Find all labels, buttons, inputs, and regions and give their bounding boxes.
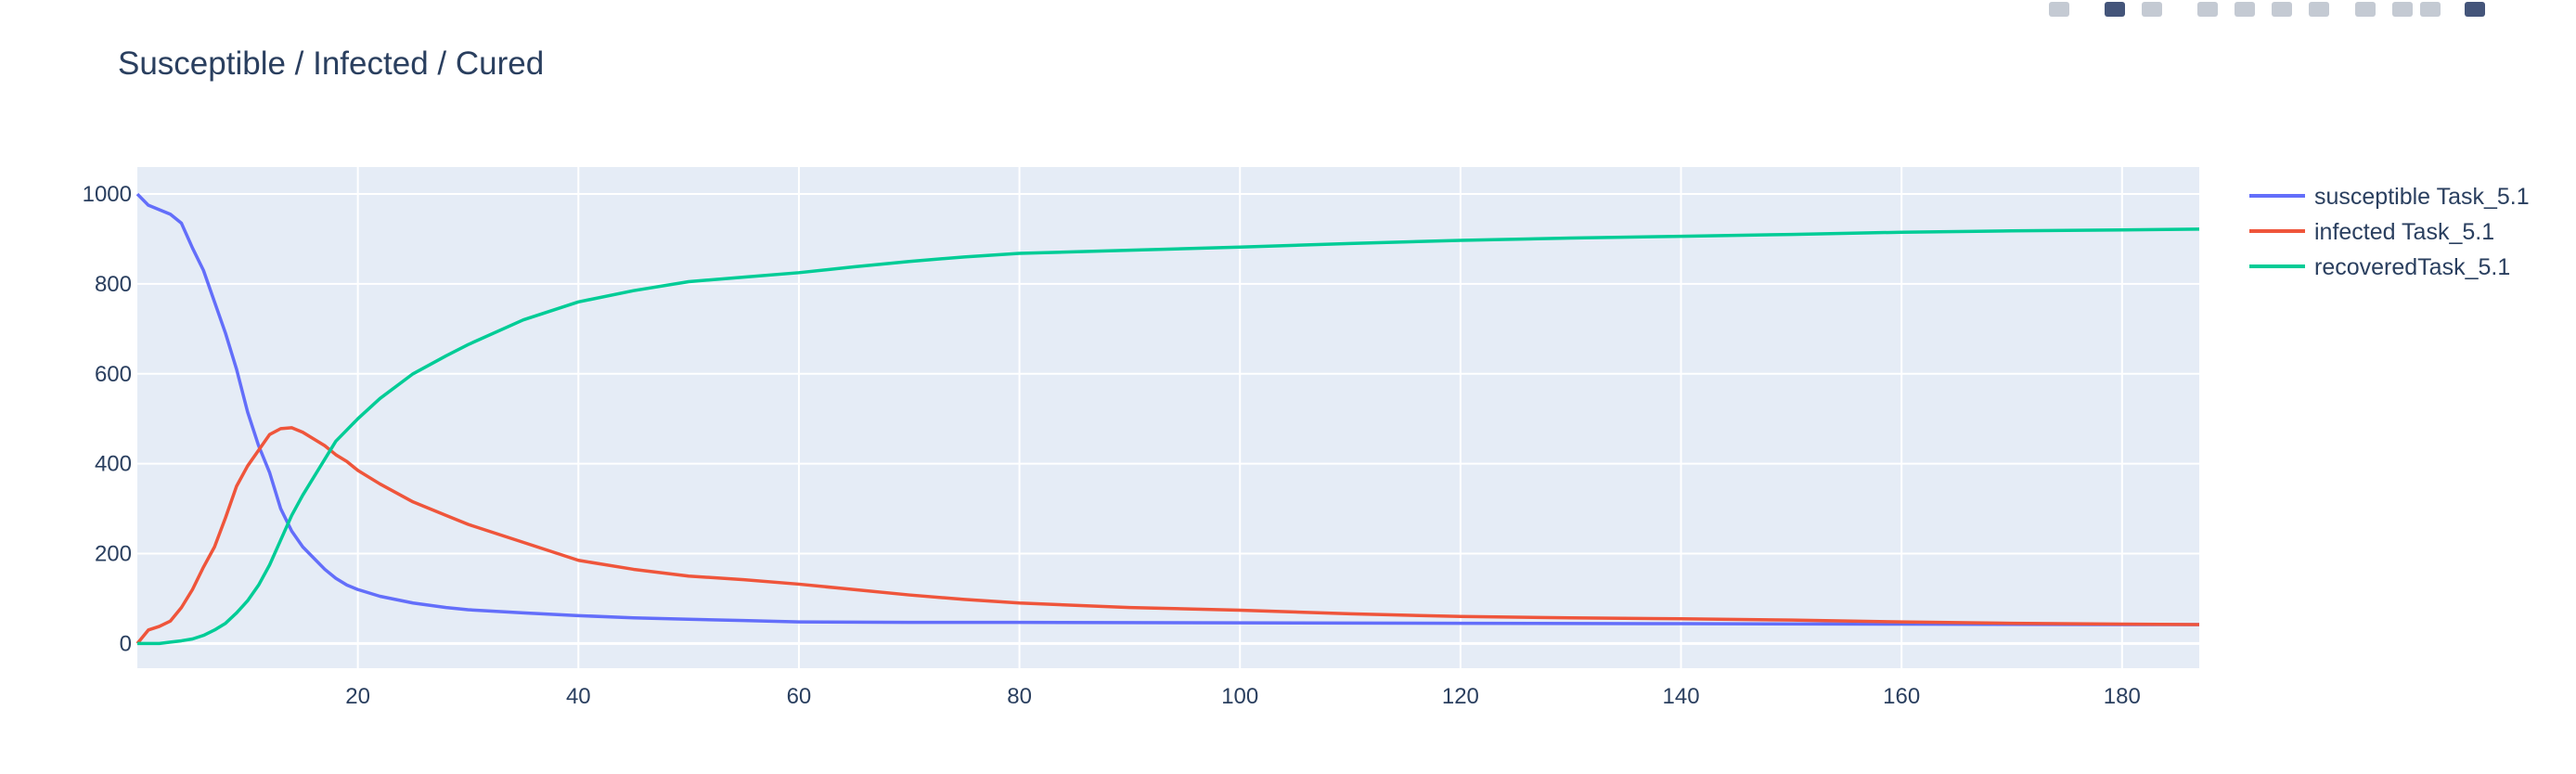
x-axis: 20 40 60 80 100 120 140 160 180 [345,684,2141,709]
x-tick-label: 80 [1007,684,1032,709]
hover-compare-icon[interactable] [2415,0,2446,20]
legend-label: recoveredTask_5.1 [2314,254,2510,280]
series-lines [135,192,2200,646]
legend-label: susceptible Task_5.1 [2314,184,2530,210]
x-tick-label: 180 [2104,684,2141,709]
x-tick-label: 160 [1883,684,1920,709]
y-tick-label: 800 [95,272,132,297]
zoom-out-icon[interactable] [2229,0,2260,20]
reset-axes-icon[interactable] [2303,0,2335,20]
y-tick-label: 1000 [83,182,132,207]
series-line-1[interactable] [135,192,2199,626]
legend-label: infected Task_5.1 [2314,219,2494,245]
x-tick-label: 40 [566,684,591,709]
plotly-logo-icon[interactable] [2459,0,2491,20]
y-tick-label: 400 [95,452,132,477]
spike-lines-icon[interactable] [2350,0,2381,20]
hover-closest-icon[interactable] [2387,0,2418,20]
autoscale-icon[interactable] [2266,0,2298,20]
legend-item-1[interactable]: susceptible Task_5.1 [2249,184,2530,210]
x-tick-label: 20 [345,684,370,709]
series-line-2[interactable] [135,426,2200,645]
x-tick-label: 140 [1663,684,1700,709]
series-line-3[interactable] [137,227,2200,646]
gridlines [137,167,2199,668]
y-axis: 0 200 400 600 800 1000 [83,182,132,656]
x-tick-label: 120 [1442,684,1479,709]
zoom-icon[interactable] [2099,0,2131,20]
y-tick-label: 200 [95,542,132,567]
camera-icon[interactable] [2043,0,2075,20]
x-tick-label: 100 [1221,684,1258,709]
modebar [2023,0,2576,22]
y-tick-label: 600 [95,362,132,387]
x-tick-label: 60 [787,684,812,709]
y-tick-label: 0 [120,631,132,656]
legend-item-2[interactable]: infected Task_5.1 [2249,219,2494,245]
plot-area[interactable] [137,167,2199,668]
legend: susceptible Task_5.1 infected Task_5.1rec… [2249,184,2530,280]
chart-title: Susceptible / Infected / Cured [118,45,544,82]
legend-item-3[interactable]: recoveredTask_5.1 [2249,254,2510,280]
pan-icon[interactable] [2136,0,2168,20]
zoom-in-icon[interactable] [2192,0,2223,20]
